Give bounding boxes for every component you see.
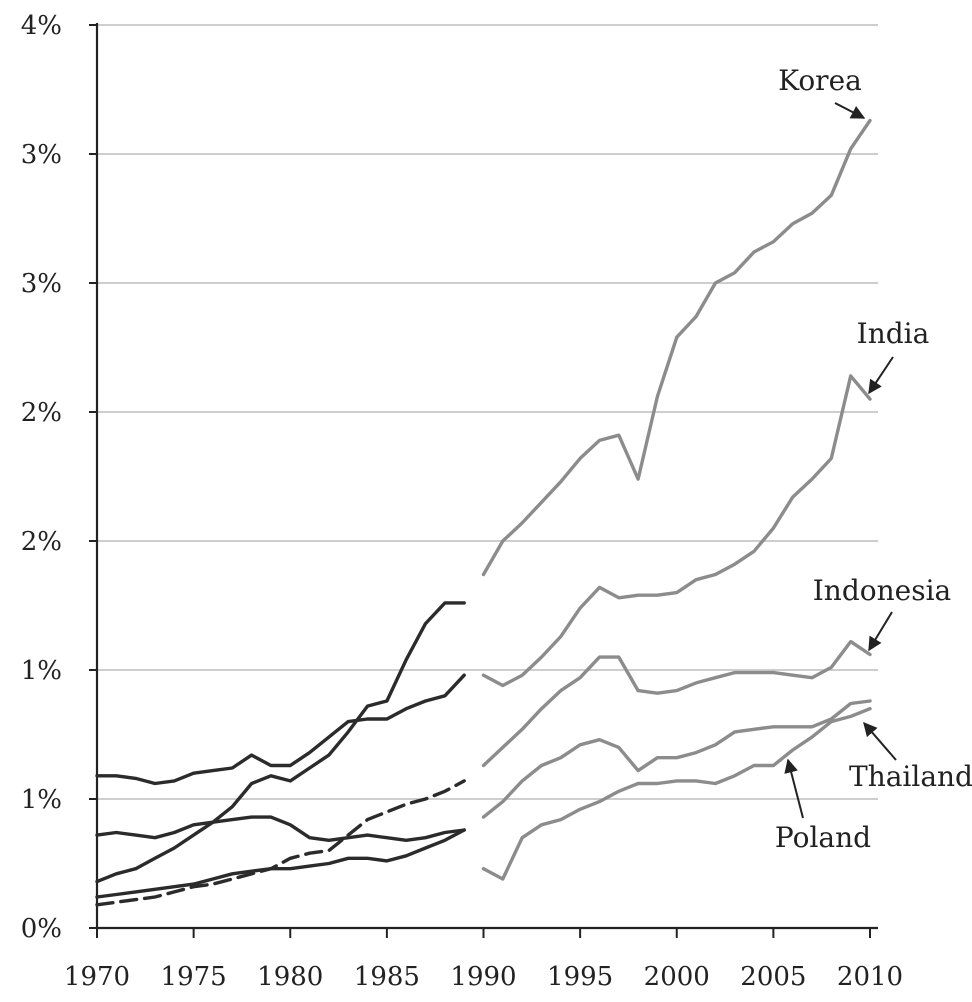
- series-line-thailand: [481, 699, 872, 819]
- series-line-early-4: [95, 779, 466, 907]
- x-tick-label: 1970: [64, 962, 130, 992]
- x-tick-label: 1975: [161, 962, 227, 992]
- series-line-early-3: [95, 601, 466, 884]
- x-tick-label: 1985: [354, 962, 420, 992]
- series-line-early-1: [95, 673, 466, 786]
- y-tick-label: 4%: [21, 11, 62, 41]
- grid-layer: [97, 24, 878, 800]
- axes-layer: 0% 1% 1% 2% 2% 3% 3% 4% 1970 1975 1980 1985 1990 1995…: [21, 11, 903, 992]
- series-line-korea: [481, 118, 872, 577]
- series-line-indonesia: [481, 639, 872, 768]
- arrow-indonesia: [868, 611, 893, 652]
- y-tick-label: 2%: [21, 527, 62, 557]
- x-tick-label: 2010: [837, 962, 903, 992]
- series-line-early-5: [95, 828, 466, 899]
- y-tick-label: 3%: [21, 269, 62, 299]
- x-tick-label: 1980: [257, 962, 323, 992]
- y-tick-label: 1%: [21, 785, 62, 815]
- annotation-layer: Korea India Indonesia Thailand Poland: [775, 64, 972, 854]
- y-tick-label: 1%: [21, 656, 62, 686]
- series-line-poland: [481, 707, 872, 881]
- x-tick-label: 1990: [450, 962, 516, 992]
- arrow-india: [868, 356, 894, 395]
- y-tick-label: 0%: [21, 914, 62, 944]
- series-line-india: [481, 374, 872, 688]
- arrow-thailand: [863, 721, 897, 761]
- arrow-korea: [834, 102, 866, 119]
- series-label-india: India: [857, 317, 930, 350]
- y-tick-label: 3%: [21, 140, 62, 170]
- series-label-thailand: Thailand: [849, 760, 972, 793]
- x-tick-label: 1995: [547, 962, 613, 992]
- series-label-indonesia: Indonesia: [813, 574, 952, 607]
- x-tick-label: 2005: [740, 962, 806, 992]
- series-label-korea: Korea: [778, 64, 862, 97]
- series-layer: [95, 118, 872, 907]
- series-line-early-2: [95, 815, 466, 842]
- x-tick-label: 2000: [644, 962, 710, 992]
- arrow-poland: [784, 758, 804, 819]
- y-tick-label: 2%: [21, 398, 62, 428]
- series-label-poland: Poland: [775, 821, 871, 854]
